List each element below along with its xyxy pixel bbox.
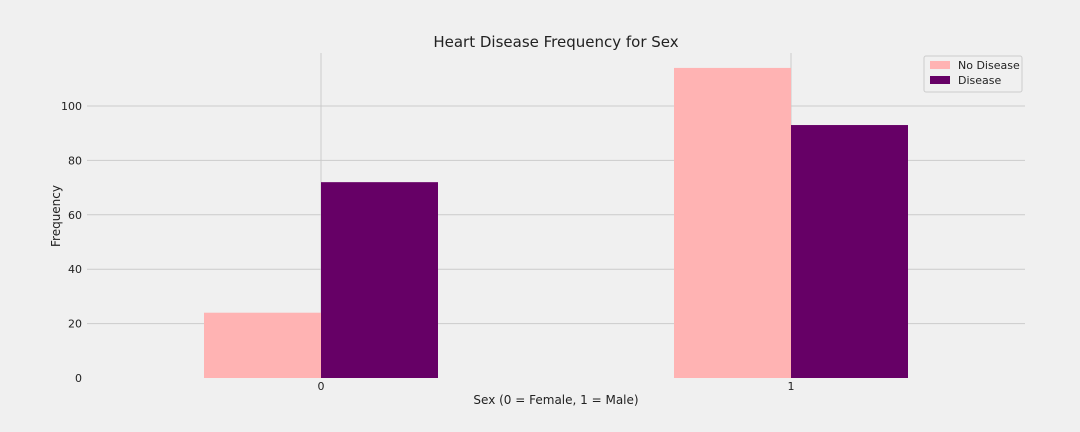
y-tick-label: 100 <box>61 100 82 113</box>
legend-label: Disease <box>958 74 1001 87</box>
x-axis-label: Sex (0 = Female, 1 = Male) <box>473 393 638 407</box>
legend-swatch <box>930 76 950 84</box>
x-tick-label: 1 <box>788 380 795 393</box>
bar-no-disease-1 <box>674 67 791 379</box>
y-tick-label: 40 <box>68 263 82 276</box>
y-axis-label: Frequency <box>49 185 63 247</box>
legend: No Disease Disease <box>923 55 1023 93</box>
y-tick-label: 0 <box>75 372 82 385</box>
y-tick-label: 80 <box>68 154 82 167</box>
y-tick-label: 60 <box>68 209 82 222</box>
legend-swatch <box>930 61 950 69</box>
y-tick-label: 20 <box>68 318 82 331</box>
x-tick-label: 0 <box>318 380 325 393</box>
bar-disease-0 <box>321 182 438 378</box>
bar-disease-1 <box>791 125 908 378</box>
axes: 0 20 40 60 80 100 0 1 <box>61 100 795 393</box>
chart-title: Heart Disease Frequency for Sex <box>433 33 678 51</box>
legend-label: No Disease <box>958 59 1020 72</box>
bars <box>204 67 908 379</box>
bar-no-disease-0 <box>204 312 321 378</box>
